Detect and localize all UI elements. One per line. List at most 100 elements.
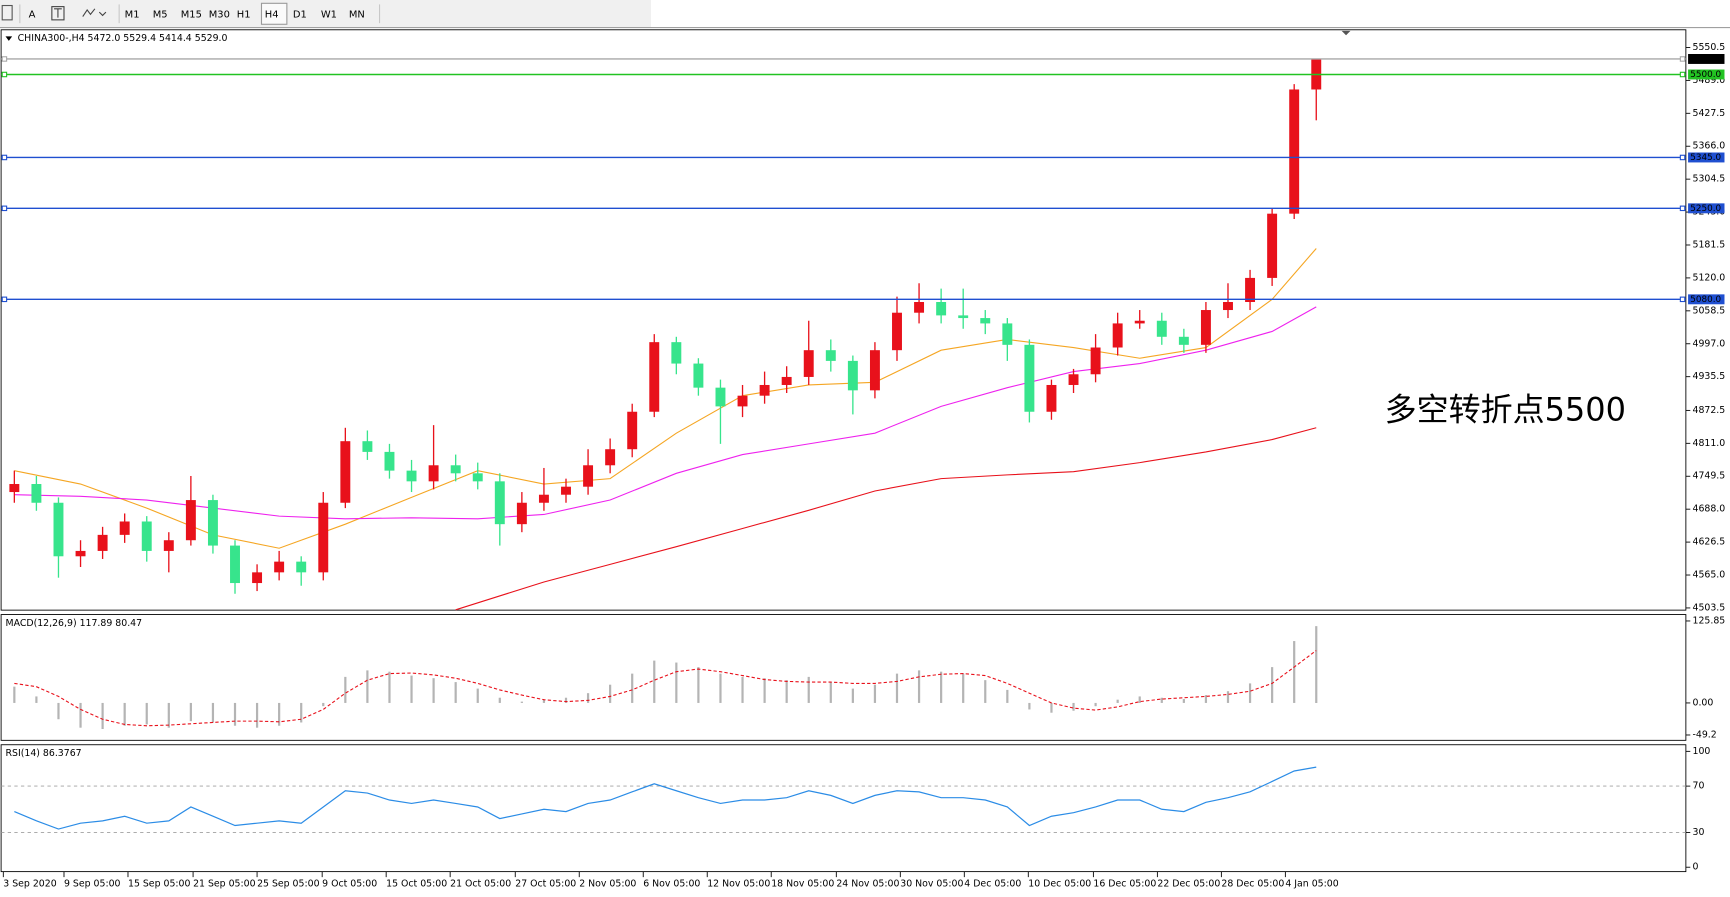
candle-body	[274, 561, 285, 573]
candle-body	[649, 342, 660, 412]
candle-body	[1200, 310, 1211, 345]
x-tick-label: 18 Nov 05:00	[771, 878, 834, 889]
level-handle	[1679, 56, 1686, 62]
y-tick-label: -49.2	[1692, 729, 1716, 740]
candle-body	[583, 465, 594, 487]
level-handle	[1, 296, 8, 303]
candle-body	[53, 502, 64, 557]
timeframe-button[interactable]: M15	[181, 9, 202, 20]
candle-body	[516, 502, 527, 525]
active-timeframe	[260, 2, 288, 25]
y-tick-label: 4997.0	[1692, 338, 1725, 349]
candle-body	[803, 350, 814, 377]
level-handle	[1, 205, 8, 212]
x-tick-label: 3 Sep 2020	[3, 878, 56, 889]
y-tick-label: 4811.0	[1692, 438, 1725, 449]
shift-marker	[1341, 30, 1351, 36]
candle-body	[759, 384, 770, 396]
candle-body	[958, 315, 969, 319]
y-tick-label: 5120.0	[1692, 272, 1725, 283]
y-tick-label: 5181.5	[1692, 239, 1725, 250]
candle-body	[1002, 323, 1013, 345]
timeframe-button[interactable]: M30	[209, 9, 230, 20]
timeframe-button[interactable]: H1	[237, 9, 251, 20]
candle-body	[185, 500, 196, 541]
tool-icon[interactable]	[1, 4, 13, 21]
rsi-title: RSI(14) 86.3767	[6, 748, 82, 759]
candle-body	[340, 441, 351, 503]
tool-arrows[interactable]	[82, 8, 107, 17]
candle-body	[1245, 277, 1256, 303]
y-tick-label: 0.00	[1692, 697, 1713, 708]
level-handle	[1, 154, 8, 161]
moving-average	[14, 306, 1317, 520]
candle-body	[1134, 320, 1145, 324]
candle-body	[75, 550, 86, 557]
moving-average	[455, 427, 1317, 611]
level-label-box	[1688, 294, 1725, 305]
candle-body	[538, 494, 549, 503]
macd-signal	[14, 650, 1317, 727]
candle-body	[494, 481, 505, 525]
tool-label-icon[interactable]	[51, 6, 65, 21]
y-tick-label: 125.85	[1692, 615, 1725, 626]
title-arrow	[5, 36, 13, 41]
y-tick-label: 5058.5	[1692, 305, 1725, 316]
candle-body	[1223, 302, 1233, 311]
rsi-panel	[0, 744, 1687, 873]
toolbar-bg	[0, 0, 651, 28]
candle-body	[936, 302, 947, 316]
x-tick-label: 28 Dec 05:00	[1221, 878, 1284, 889]
toolbar: A M1 M5 M15 M30 H1 H4 D1 W1 MN	[0, 0, 1730, 29]
x-tick-label: 22 Dec 05:00	[1157, 878, 1220, 889]
rsi-line	[14, 766, 1317, 830]
macd-panel	[0, 614, 1687, 741]
candle-body	[296, 561, 307, 573]
level-handle	[1679, 296, 1686, 303]
tool-text[interactable]: A	[29, 9, 36, 20]
timeframe-button[interactable]: W1	[321, 9, 337, 20]
timeframe-button[interactable]: D1	[293, 9, 307, 20]
candle-body	[869, 350, 880, 391]
candle-body	[1090, 347, 1101, 375]
level-label: 5500.0	[1690, 70, 1721, 80]
level-handle	[1679, 154, 1686, 161]
candle-body	[693, 363, 704, 388]
timeframe-button[interactable]: M1	[125, 9, 140, 20]
y-tick-label: 4872.5	[1692, 405, 1725, 416]
y-tick-label: 70	[1692, 781, 1704, 792]
candle-body	[1068, 374, 1079, 385]
candle-body	[980, 318, 991, 324]
timeframe-button[interactable]: MN	[349, 9, 365, 20]
level-label: 5080.0	[1690, 295, 1721, 305]
x-tick-label: 9 Oct 05:00	[322, 878, 377, 889]
y-tick-label: 4749.5	[1692, 471, 1725, 482]
x-tick-label: 2 Nov 05:00	[579, 878, 636, 889]
y-tick-label: 5427.5	[1692, 108, 1725, 119]
y-tick-label: 5489.0	[1692, 75, 1725, 86]
candle-body	[1267, 213, 1278, 278]
candle-body	[914, 302, 925, 313]
x-tick-label: 4 Jan 05:00	[1285, 878, 1338, 889]
timeframe-button[interactable]: M5	[153, 9, 168, 20]
level-label-box	[1688, 152, 1725, 163]
x-tick-label: 9 Sep 05:00	[64, 878, 121, 889]
candle-body	[671, 342, 682, 364]
candle-body	[97, 534, 108, 551]
candle-body	[119, 521, 130, 535]
candle-body	[384, 451, 395, 471]
candle-body	[561, 486, 571, 495]
annotation: 多空转折点5500	[1385, 391, 1626, 429]
candle-body	[627, 411, 638, 450]
x-tick-label: 24 Nov 05:00	[836, 878, 899, 889]
y-tick-label: 100	[1692, 746, 1710, 757]
candle-body	[406, 470, 417, 482]
timeframe-button[interactable]: H4	[265, 9, 279, 20]
candle-body	[141, 521, 152, 551]
level-label-box	[1688, 203, 1725, 214]
x-tick-label: 25 Sep 05:00	[257, 878, 320, 889]
candle-body	[252, 572, 263, 584]
y-tick-label: 4503.5	[1692, 602, 1725, 613]
timeframes: M1 M5 M15 M30 H1 H4 D1 W1 MN	[125, 2, 381, 25]
